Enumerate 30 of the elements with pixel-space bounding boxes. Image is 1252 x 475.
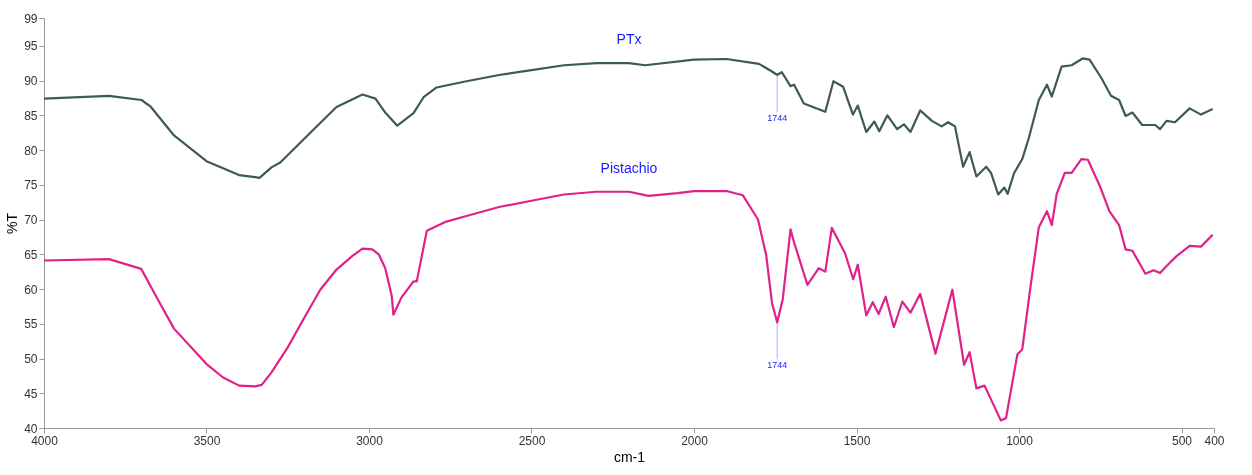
x-tick-label: 2000 bbox=[681, 433, 709, 448]
annotation: 1744 bbox=[767, 112, 788, 123]
y-tick-label: 99 bbox=[24, 11, 38, 26]
x-tick-label: 3500 bbox=[193, 433, 221, 448]
y-tick-label: 50 bbox=[24, 352, 38, 367]
line-series bbox=[42, 157, 1214, 422]
y-tick-label: 85 bbox=[24, 108, 38, 123]
y-tick-label: 65 bbox=[24, 247, 38, 262]
x-axis-title: cm-1 bbox=[613, 448, 646, 465]
y-tick-label: 95 bbox=[24, 39, 38, 54]
x-tick-label: 4000 bbox=[31, 433, 59, 448]
y-tick-label: 55 bbox=[24, 317, 38, 332]
x-tick-label: 1500 bbox=[843, 433, 871, 448]
annotation: 1744 bbox=[767, 360, 788, 371]
y-tick-label: 40 bbox=[24, 421, 38, 436]
y-tick-label: 75 bbox=[24, 178, 38, 193]
series-label: Pistachio bbox=[600, 159, 658, 176]
y-tick-label: 80 bbox=[24, 143, 38, 158]
y-tick-label: 45 bbox=[24, 386, 38, 401]
x-tick-label: 400 bbox=[1204, 433, 1225, 448]
x-tick-label: 500 bbox=[1171, 433, 1193, 448]
x-tick-label: 1000 bbox=[1006, 433, 1034, 448]
y-tick-label: 60 bbox=[24, 282, 38, 297]
y-tick-label: 90 bbox=[24, 74, 38, 89]
y-axis-title: %T bbox=[4, 212, 21, 234]
line-series bbox=[42, 57, 1214, 196]
x-tick-label: 2500 bbox=[518, 433, 546, 448]
x-tick-label: 3000 bbox=[356, 433, 384, 448]
y-tick-label: 70 bbox=[24, 213, 38, 228]
series-label: PTx bbox=[616, 31, 642, 48]
